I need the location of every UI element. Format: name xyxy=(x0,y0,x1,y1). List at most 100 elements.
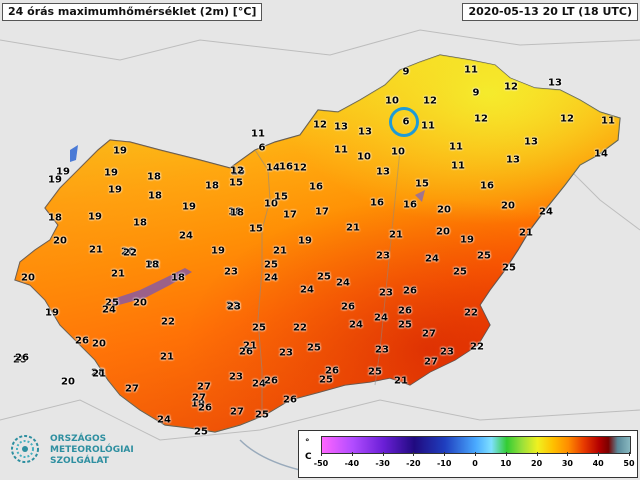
legend-tick-mark xyxy=(536,452,538,456)
station-value: 26 xyxy=(75,335,89,347)
station-value: 9 xyxy=(402,66,410,78)
legend-tick-label: 0 xyxy=(472,459,478,468)
station-value: 13 xyxy=(358,126,372,138)
omsz-logo: ORSZÁGOS METEOROLÓGIAI SZOLGÁLAT xyxy=(6,430,136,476)
map-datetime: 2020-05-13 20 LT (18 UTC) xyxy=(462,3,638,21)
station-value: 19 xyxy=(108,184,122,196)
legend-tick-label: 40 xyxy=(592,459,604,468)
legend-tick-mark xyxy=(413,452,415,456)
station-value: 19 xyxy=(298,235,312,247)
station-value: 13 xyxy=(524,136,538,148)
station-value: 24 xyxy=(336,277,350,289)
legend-color-bar xyxy=(321,436,631,454)
station-value: 12 xyxy=(230,165,244,177)
station-value: 25 xyxy=(105,297,119,309)
station-value: 22 xyxy=(293,322,307,334)
legend-tick-mark xyxy=(382,452,384,456)
legend-tick-label: -40 xyxy=(344,459,360,468)
station-value: 10 xyxy=(391,146,405,158)
legend-unit-degree: ° xyxy=(305,438,310,448)
station-value: 11 xyxy=(464,64,478,76)
station-value: 19 xyxy=(182,201,196,213)
station-value: 20 xyxy=(437,204,451,216)
legend-tick-label: -10 xyxy=(436,459,452,468)
station-value: 16 xyxy=(309,181,323,193)
station-value: 23 xyxy=(379,287,393,299)
station-value: 25 xyxy=(317,271,331,283)
station-value: 26 xyxy=(398,305,412,317)
station-value: 18 xyxy=(145,259,159,271)
station-value: 13 xyxy=(376,166,390,178)
station-value: 21 xyxy=(346,222,360,234)
station-value: 24 xyxy=(425,253,439,265)
station-value: 24 xyxy=(157,414,171,426)
station-value: 26 xyxy=(264,375,278,387)
station-value: 23 xyxy=(227,301,241,313)
station-value: 12 xyxy=(560,113,574,125)
station-value: 11 xyxy=(251,128,265,140)
station-value: 20 xyxy=(92,338,106,350)
station-value: 26 xyxy=(341,301,355,313)
station-value: 25 xyxy=(264,259,278,271)
legend-tick-mark xyxy=(629,452,630,456)
station-value: 24 xyxy=(264,272,278,284)
station-value: 11 xyxy=(334,144,348,156)
station-value: 19 xyxy=(88,211,102,223)
legend-tick-mark xyxy=(321,452,322,456)
station-value: 16 xyxy=(403,199,417,211)
station-value: 16 xyxy=(279,161,293,173)
station-value: 19 xyxy=(191,398,205,410)
logo-line-3: SZOLGÁLAT xyxy=(50,456,109,466)
station-value: 25 xyxy=(453,266,467,278)
station-value: 14 xyxy=(594,148,608,160)
legend-tick-label: -30 xyxy=(375,459,390,468)
station-value: 22 xyxy=(161,316,175,328)
station-value: 25 xyxy=(502,262,516,274)
station-value: 25 xyxy=(477,250,491,262)
station-value: 16 xyxy=(370,197,384,209)
station-value: 15 xyxy=(231,166,245,178)
station-value: 23 xyxy=(224,266,238,278)
station-value: 12 xyxy=(504,81,518,93)
station-value: 25 xyxy=(13,354,27,366)
station-value: 11 xyxy=(449,141,463,153)
station-value: 25 xyxy=(255,409,269,421)
station-value: 10 xyxy=(385,95,399,107)
station-value: 27 xyxy=(125,383,139,395)
station-value: 24 xyxy=(539,206,553,218)
station-value: 10 xyxy=(264,198,278,210)
station-value: 21 xyxy=(519,227,533,239)
station-value: 18 xyxy=(133,217,147,229)
legend-tick-mark xyxy=(475,452,476,456)
station-value: 24 xyxy=(349,319,363,331)
station-value: 13 xyxy=(506,154,520,166)
station-value: 19 xyxy=(211,245,225,257)
station-value: 20 xyxy=(61,376,75,388)
station-value: 26 xyxy=(403,285,417,297)
legend-tick-mark xyxy=(505,452,507,456)
station-value: 13 xyxy=(334,121,348,133)
station-value: 25 xyxy=(252,322,266,334)
station-value: 20 xyxy=(436,226,450,238)
station-value: 21 xyxy=(394,375,408,387)
station-value: 16 xyxy=(480,180,494,192)
station-value: 15 xyxy=(229,177,243,189)
station-value: 21 xyxy=(389,229,403,241)
station-value: 10 xyxy=(357,151,371,163)
station-value: 19 xyxy=(45,307,59,319)
station-value: 24 xyxy=(179,230,193,242)
legend-tick-label: -20 xyxy=(406,459,421,468)
station-value: 15 xyxy=(274,191,288,203)
station-value: 26 xyxy=(325,365,339,377)
station-value: 21 xyxy=(243,340,257,352)
station-value: 20 xyxy=(53,235,67,247)
station-value: 19 xyxy=(104,167,118,179)
station-value: 20 xyxy=(133,297,147,309)
legend-unit-c: C xyxy=(305,452,312,462)
station-value: 27 xyxy=(192,392,206,404)
station-value: 24 xyxy=(300,284,314,296)
station-value: 18 xyxy=(230,207,244,219)
station-value: 22 xyxy=(464,307,478,319)
station-value: 23 xyxy=(440,346,454,358)
